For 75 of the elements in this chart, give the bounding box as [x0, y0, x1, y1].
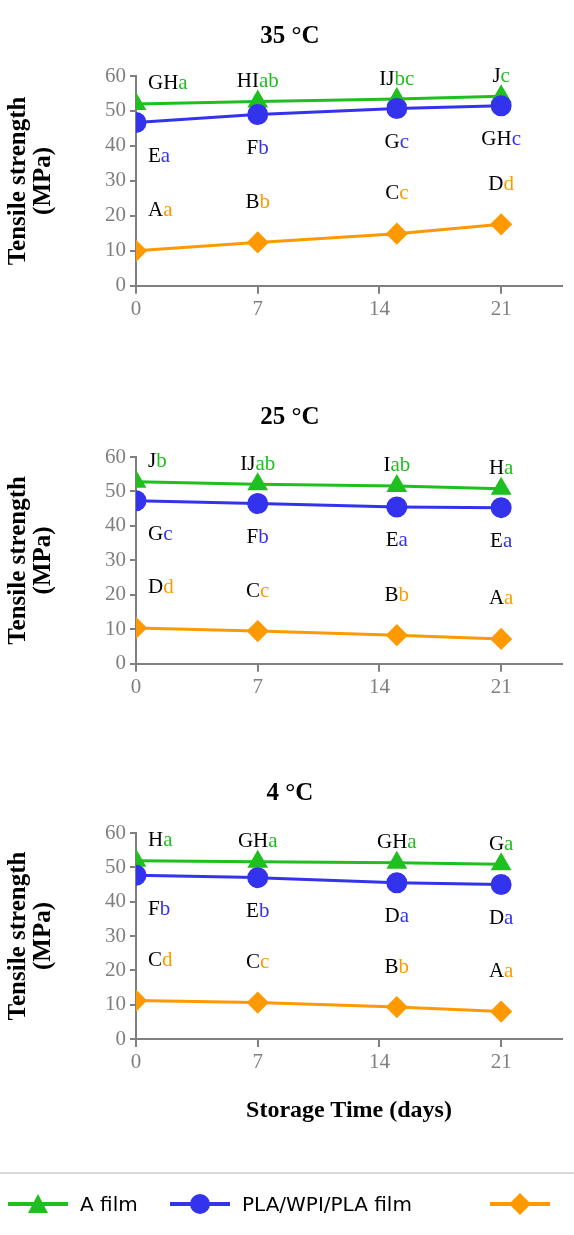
data-label: Jc: [492, 62, 510, 87]
data-label: Ea: [385, 527, 409, 552]
data-label: Bb: [384, 953, 410, 978]
x-tick-label: 7: [252, 295, 263, 320]
chart-title: 25 °C: [260, 402, 320, 430]
x-tick-label: 7: [252, 1049, 263, 1074]
y-tick-label: 60: [105, 62, 126, 87]
y-tick-label: 50: [105, 853, 126, 878]
x-tick-label: 7: [252, 673, 263, 698]
y-tick-label: 50: [105, 477, 126, 502]
legend-label: A film: [80, 1192, 138, 1216]
legend-label: PLA/WPI/PLA film: [242, 1192, 412, 1216]
data-label: Dd: [488, 170, 515, 195]
data-label: Aa: [148, 197, 174, 222]
data-label: Cc: [246, 949, 270, 974]
data-label: Bb: [384, 581, 410, 606]
data-label: GHa: [376, 829, 418, 854]
data-label: Ha: [148, 827, 174, 852]
data-label: Fb: [246, 134, 269, 159]
x-tick-label: 14: [368, 295, 391, 320]
data-label: IJbc: [379, 65, 415, 90]
x-tick-label: 21: [490, 1049, 512, 1074]
data-label: IJab: [240, 450, 276, 475]
data-label: Bb: [245, 188, 270, 213]
y-tick-label: 50: [105, 97, 126, 122]
y-tick-label: 10: [105, 991, 126, 1016]
chart-title: 35 °C: [260, 21, 320, 49]
y-tick-label: 60: [105, 819, 126, 844]
y-axis-title: Tensile strength (MPa): [2, 475, 56, 645]
y-tick-label: 30: [105, 546, 126, 571]
y-tick-label: 60: [105, 443, 126, 468]
y-tick-label: 30: [105, 922, 126, 947]
data-label: Ea: [490, 528, 513, 553]
data-label: Cd: [148, 947, 174, 972]
x-tick-label: 21: [490, 673, 512, 698]
y-tick-label: 20: [105, 581, 126, 606]
data-label: Jb: [148, 448, 167, 473]
y-tick-label: 10: [105, 615, 126, 640]
data-label: Da: [384, 903, 410, 928]
data-label: HIab: [236, 68, 279, 93]
data-label: Da: [488, 905, 515, 930]
y-tick-label: 20: [105, 202, 126, 227]
data-label: Gc: [148, 521, 173, 546]
data-label: GHa: [148, 70, 189, 95]
data-label: Fb: [148, 895, 171, 920]
y-tick-label: 30: [105, 167, 126, 192]
y-tick-label: 20: [105, 956, 126, 981]
data-label: Eb: [246, 898, 270, 923]
data-label: Aa: [488, 585, 515, 610]
y-tick-label: 40: [105, 512, 126, 537]
y-tick-label: 0: [115, 1025, 126, 1050]
data-label: Cc: [246, 577, 270, 602]
y-axis-title: Tensile strength (MPa): [2, 96, 56, 266]
data-label: GHa: [237, 828, 279, 853]
y-tick-label: 40: [105, 888, 126, 913]
data-label: Aa: [488, 958, 515, 983]
data-label: Dd: [148, 574, 175, 599]
x-tick-label: 21: [490, 295, 512, 320]
y-tick-label: 10: [105, 237, 126, 262]
x-axis-title: Storage Time (days): [246, 1095, 452, 1122]
data-label: Cc: [385, 180, 409, 205]
y-tick-label: 0: [115, 272, 126, 297]
y-tick-label: 40: [105, 132, 126, 157]
data-label: Ea: [148, 143, 171, 168]
data-label: Fb: [246, 524, 269, 549]
y-tick-label: 0: [115, 650, 126, 675]
y-axis-title: Tensile strength (MPa): [2, 851, 56, 1021]
data-label: Ha: [488, 455, 515, 480]
x-tick-label: 14: [368, 1049, 391, 1074]
chart-title: 4 °C: [266, 778, 314, 806]
data-label: GHc: [481, 126, 521, 151]
x-tick-label: 14: [368, 673, 391, 698]
data-label: Ga: [488, 830, 515, 855]
data-label: Gc: [384, 129, 410, 154]
data-label: Iab: [383, 452, 411, 477]
